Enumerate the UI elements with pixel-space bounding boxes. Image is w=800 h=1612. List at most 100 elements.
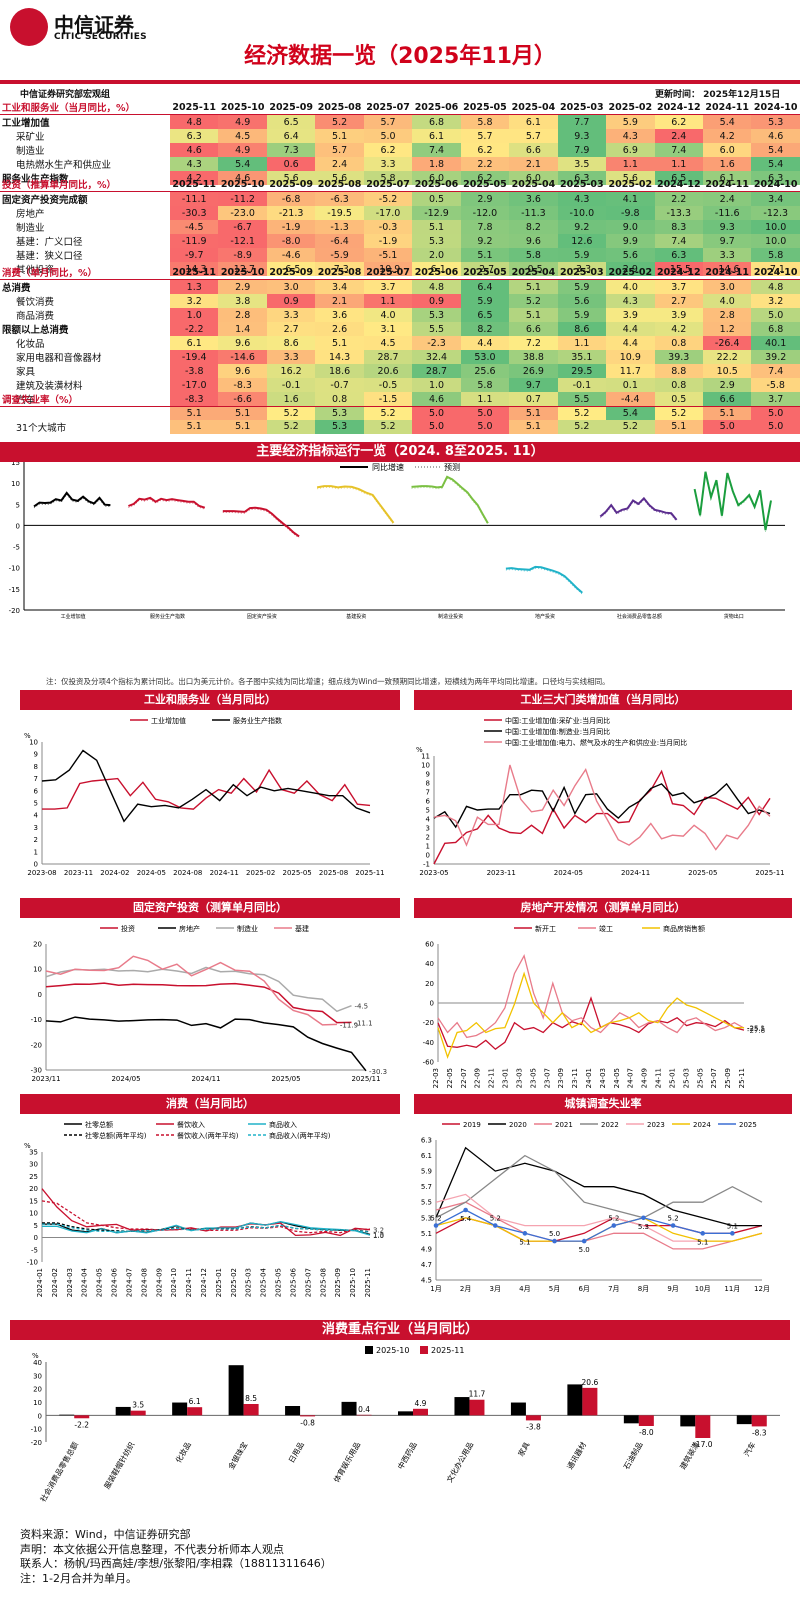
overview-forecast bbox=[317, 487, 394, 525]
table-cell: 1.8 bbox=[412, 157, 461, 171]
table-cell: 9.6 bbox=[218, 336, 267, 350]
x-tick: 体育娱乐用品 bbox=[331, 1440, 362, 1484]
row-label: 总消费 bbox=[2, 283, 31, 294]
table-cell: -0.1 bbox=[266, 378, 316, 392]
legend-label: 服务业生产指数 bbox=[233, 716, 282, 725]
x-tick: 2024-11 bbox=[210, 869, 239, 877]
overview-category: 工业增加值 bbox=[61, 613, 86, 620]
y-tick: 11 bbox=[421, 753, 430, 761]
table-cell: -8.9 bbox=[218, 248, 267, 262]
table-cell: 5.0 bbox=[751, 308, 800, 322]
table-cell: 8.3 bbox=[654, 220, 703, 234]
table-cell: 9.2 bbox=[460, 234, 510, 248]
table-cell: 4.4 bbox=[606, 336, 655, 350]
bar bbox=[454, 1397, 470, 1416]
legend-item: 新开工 bbox=[514, 924, 556, 933]
table-cell: 5.2 bbox=[363, 419, 413, 434]
x-tick: 2024-01 bbox=[36, 1268, 44, 1297]
point-label: 5.1 bbox=[727, 1222, 738, 1230]
table-cell: -12.1 bbox=[218, 234, 267, 248]
end-label: 1.3 bbox=[373, 1231, 384, 1239]
col-header: 2025-05 bbox=[460, 100, 510, 115]
row-label: 基建：狭义口径 bbox=[16, 251, 83, 262]
y-tick: -20 bbox=[31, 1041, 42, 1049]
table-cell: -17.0 bbox=[170, 378, 219, 392]
y-tick: 15 bbox=[11, 462, 20, 467]
legend-item: 竣工 bbox=[578, 924, 613, 933]
legend-item: 商品收入(两年平均) bbox=[248, 1131, 331, 1140]
overview-series bbox=[505, 565, 583, 594]
x-tick: 通讯器材 bbox=[564, 1440, 588, 1471]
table-cell: -10.0 bbox=[557, 206, 607, 220]
table-cell: 1.1 bbox=[606, 157, 655, 171]
y-tick: -10 bbox=[9, 565, 20, 573]
bar bbox=[130, 1410, 146, 1416]
table-cell: 6.1 bbox=[509, 114, 558, 129]
panel-title-industry: 工业和服务业（当月同比） bbox=[20, 690, 400, 710]
y-tick: 3 bbox=[34, 824, 38, 832]
table-cell: 5.7 bbox=[315, 143, 364, 157]
y-tick: 0 bbox=[38, 991, 42, 999]
legend-label: 2020 bbox=[509, 1121, 527, 1129]
legend-item: 房地产 bbox=[158, 924, 200, 933]
overview-series bbox=[33, 491, 111, 508]
x-tick: 1月 bbox=[430, 1285, 441, 1293]
table-row: 制造业 -4.5 -6.7 -1.9 -1.3 -0.3 5.1 7.8 8.2 9.2 9.0 8.… bbox=[0, 220, 800, 234]
table-cell: 4.8 bbox=[412, 279, 461, 294]
table-cell: 9.3 bbox=[702, 220, 752, 234]
y-tick: -20 bbox=[423, 1019, 434, 1027]
overview-series bbox=[411, 475, 489, 524]
table-cell: 26.9 bbox=[509, 364, 558, 378]
table-cell: 3.8 bbox=[218, 294, 267, 308]
col-header: 2025-09 bbox=[266, 265, 316, 280]
y-tick: 0 bbox=[38, 1412, 42, 1420]
data-point bbox=[552, 1238, 557, 1244]
y-tick: -10 bbox=[31, 1426, 42, 1434]
y-tick: 6 bbox=[426, 798, 431, 806]
x-tick: 22-03 bbox=[432, 1068, 440, 1088]
bar bbox=[115, 1406, 131, 1416]
table-cell: -1.3 bbox=[315, 220, 364, 234]
y-tick: 5.1 bbox=[421, 1230, 432, 1238]
col-header: 2024-11 bbox=[702, 100, 752, 115]
panel-title-consumption: 消费（当月同比） bbox=[20, 1094, 400, 1114]
data-point bbox=[730, 1231, 735, 1236]
col-header: 2025-03 bbox=[557, 177, 607, 192]
table-cell: 5.1 bbox=[654, 419, 703, 434]
table-cell: 5.4 bbox=[218, 157, 267, 171]
x-tick: 25-09 bbox=[724, 1068, 732, 1088]
legend-item: 社零总额 bbox=[64, 1120, 113, 1129]
table-cell: 11.7 bbox=[606, 364, 655, 378]
y-tick: 10 bbox=[29, 1210, 38, 1218]
table-cell: 2.6 bbox=[315, 322, 364, 336]
bar bbox=[695, 1415, 711, 1438]
y-tick: 5 bbox=[34, 1222, 38, 1230]
table-cell: -23.0 bbox=[218, 206, 267, 220]
x-tick: 2024-08 bbox=[140, 1268, 148, 1297]
x-tick: 2024-12 bbox=[200, 1268, 208, 1297]
table-cell: 2.9 bbox=[702, 378, 752, 392]
table-cell: 0.1 bbox=[606, 378, 655, 392]
table-cell: 7.7 bbox=[557, 114, 607, 129]
legend-label: 同比增速 bbox=[372, 462, 404, 472]
col-header: 2025-11 bbox=[170, 100, 219, 115]
y-tick: 30 bbox=[29, 1161, 38, 1169]
y-tick: 5.5 bbox=[421, 1199, 432, 1207]
x-tick: 23-07 bbox=[543, 1068, 551, 1088]
bar bbox=[567, 1384, 583, 1416]
table-cell: 5.8 bbox=[751, 248, 800, 262]
bar bbox=[243, 1404, 259, 1416]
table-cell: -5.1 bbox=[363, 248, 413, 262]
bar bbox=[398, 1411, 413, 1416]
x-tick: 2024-05 bbox=[96, 1268, 104, 1297]
y-unit: % bbox=[32, 1352, 39, 1360]
col-header: 2025-07 bbox=[363, 100, 413, 115]
point-label: 5.2 bbox=[608, 1215, 619, 1223]
col-header: 2025-10 bbox=[218, 265, 267, 280]
table-cell: 5.5 bbox=[412, 322, 461, 336]
table-cell: 3.3 bbox=[702, 248, 752, 262]
table-cell: -12.3 bbox=[751, 206, 800, 220]
x-tick: 23-11 bbox=[571, 1068, 579, 1088]
legend-item: 餐饮收入(两年平均) bbox=[156, 1131, 239, 1140]
y-tick: 5.7 bbox=[421, 1183, 432, 1191]
